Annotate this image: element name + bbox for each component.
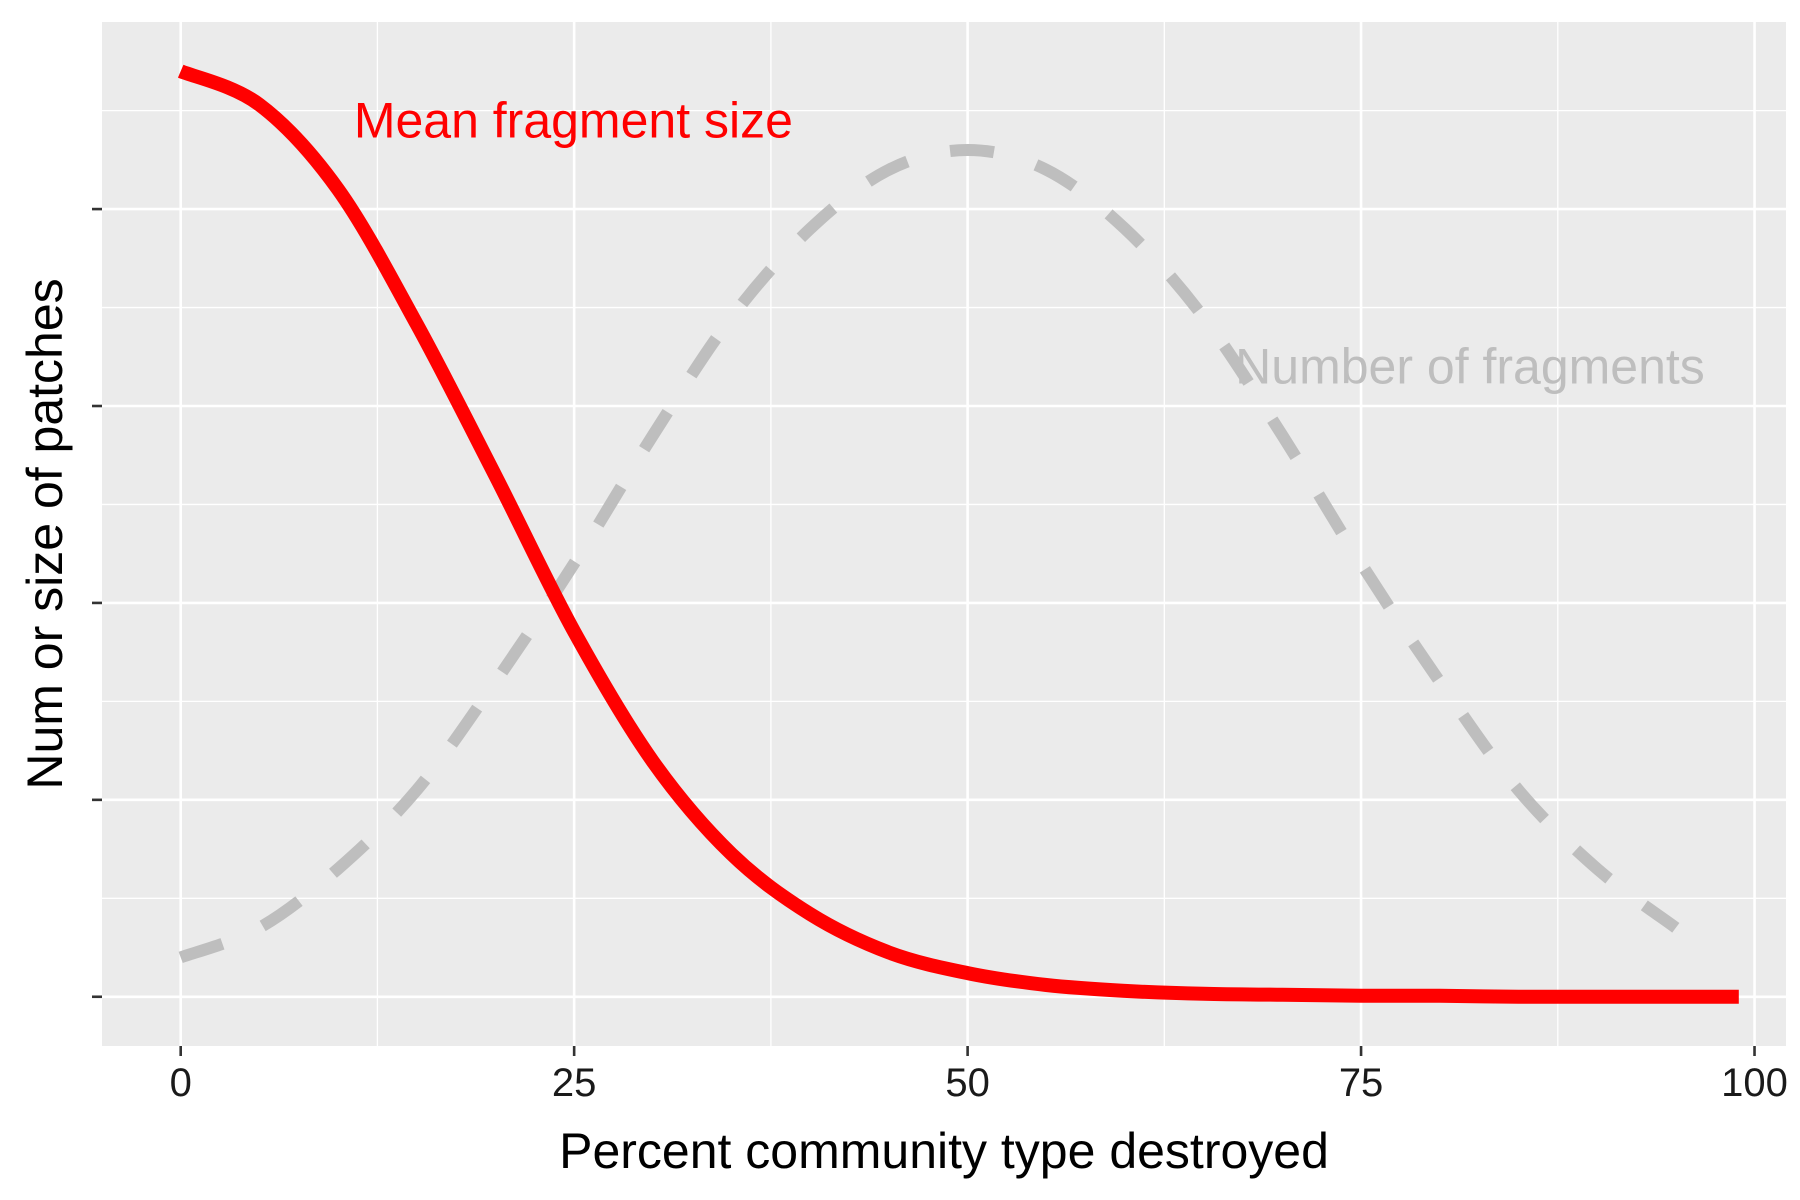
series-layer bbox=[177, 64, 1739, 1004]
x-axis-title: Percent community type destroyed bbox=[559, 1123, 1329, 1179]
y-axis-title: Num or size of patches bbox=[17, 278, 73, 789]
x-tick-label: 100 bbox=[1721, 1061, 1788, 1105]
x-tick-labels: 0 25 50 75 100 bbox=[170, 1061, 1788, 1105]
plot-panel bbox=[102, 22, 1786, 1046]
annotations: Mean fragment size Number of fragments bbox=[354, 92, 1705, 394]
annotation-number-of-fragments: Number of fragments bbox=[1235, 339, 1705, 395]
major-gridlines bbox=[102, 22, 1786, 1046]
axis-ticks bbox=[92, 207, 1756, 1056]
x-tick-label: 25 bbox=[552, 1061, 597, 1105]
x-tick-label: 50 bbox=[945, 1061, 990, 1105]
minor-gridlines bbox=[102, 22, 1786, 1046]
annotation-mean-fragment-size: Mean fragment size bbox=[354, 92, 793, 148]
x-tick-label: 75 bbox=[1339, 1061, 1384, 1105]
x-tick-label: 0 bbox=[170, 1061, 192, 1105]
series-line-mean-fragment-size bbox=[177, 64, 1739, 1004]
series-line-number-of-fragments bbox=[178, 143, 1680, 964]
